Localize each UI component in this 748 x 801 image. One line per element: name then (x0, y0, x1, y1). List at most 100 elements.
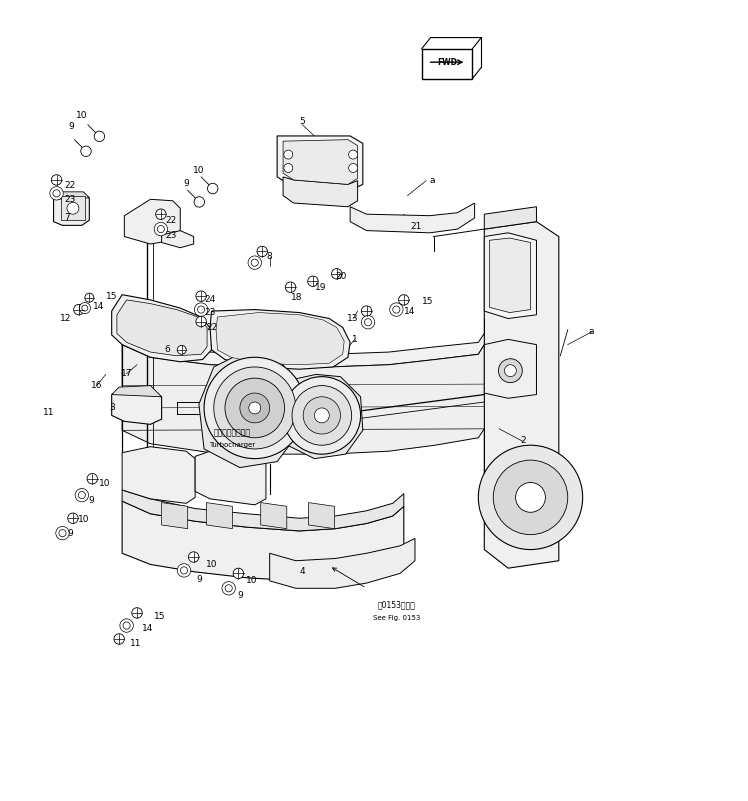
Polygon shape (210, 309, 350, 369)
Text: 9: 9 (183, 179, 189, 188)
Circle shape (283, 163, 292, 172)
Text: 7: 7 (64, 213, 70, 223)
Text: 19: 19 (315, 283, 326, 292)
Text: 18: 18 (291, 293, 302, 302)
Circle shape (225, 378, 284, 438)
Text: 10: 10 (246, 577, 257, 586)
Polygon shape (484, 340, 536, 398)
Circle shape (157, 226, 165, 232)
Text: 13: 13 (347, 314, 359, 323)
Polygon shape (111, 385, 162, 396)
Circle shape (188, 552, 199, 562)
Polygon shape (308, 502, 334, 529)
Text: 第0153図参照: 第0153図参照 (378, 600, 415, 610)
Circle shape (82, 305, 88, 311)
Circle shape (87, 473, 97, 484)
Circle shape (204, 357, 305, 459)
Circle shape (364, 319, 372, 326)
Circle shape (73, 304, 84, 315)
Circle shape (283, 376, 361, 454)
Circle shape (361, 306, 372, 316)
Circle shape (180, 567, 188, 574)
Circle shape (515, 482, 545, 513)
Polygon shape (484, 222, 559, 568)
Circle shape (154, 223, 168, 235)
Text: 16: 16 (91, 381, 102, 390)
Polygon shape (111, 389, 162, 425)
Circle shape (56, 526, 70, 540)
Text: 3: 3 (108, 404, 114, 413)
Text: 10: 10 (76, 111, 88, 119)
Circle shape (314, 408, 329, 423)
Circle shape (222, 582, 236, 595)
Circle shape (194, 197, 204, 207)
Text: 14: 14 (404, 307, 415, 316)
Polygon shape (278, 374, 363, 459)
Circle shape (67, 203, 79, 214)
Text: 24: 24 (204, 295, 215, 304)
Circle shape (233, 568, 244, 578)
Circle shape (478, 445, 583, 549)
Circle shape (194, 303, 208, 316)
Circle shape (240, 393, 270, 423)
Polygon shape (54, 193, 89, 225)
Polygon shape (122, 490, 404, 531)
Polygon shape (122, 447, 195, 503)
Polygon shape (261, 502, 286, 529)
Circle shape (493, 460, 568, 534)
Circle shape (114, 634, 124, 644)
Circle shape (292, 385, 352, 445)
Circle shape (207, 183, 218, 194)
Text: 15: 15 (153, 612, 165, 621)
Circle shape (177, 345, 186, 354)
Polygon shape (54, 191, 89, 199)
Text: 9: 9 (69, 122, 74, 131)
Circle shape (361, 316, 375, 329)
Circle shape (196, 291, 206, 301)
Circle shape (285, 282, 295, 292)
Text: 8: 8 (267, 252, 272, 261)
Polygon shape (117, 300, 207, 356)
Circle shape (257, 246, 268, 256)
Text: 12: 12 (60, 314, 71, 323)
Circle shape (50, 187, 64, 200)
Circle shape (156, 209, 166, 219)
Bar (422, 49, 473, 78)
Polygon shape (162, 231, 194, 248)
Circle shape (197, 306, 205, 313)
Text: 22: 22 (64, 181, 76, 191)
Circle shape (79, 492, 85, 499)
Polygon shape (283, 177, 358, 207)
Text: 23: 23 (165, 231, 177, 239)
Text: 14: 14 (142, 624, 153, 633)
Polygon shape (489, 238, 530, 312)
Text: 23: 23 (64, 195, 76, 203)
Circle shape (79, 303, 91, 314)
Text: 6: 6 (164, 345, 170, 354)
Text: 9: 9 (88, 496, 94, 505)
Text: 17: 17 (121, 369, 132, 378)
Text: See Fig. 0153: See Fig. 0153 (373, 615, 420, 621)
Text: 21: 21 (410, 223, 421, 231)
Text: 9: 9 (67, 529, 73, 537)
Circle shape (94, 131, 105, 142)
Text: 4: 4 (300, 567, 305, 577)
Text: 15: 15 (422, 297, 433, 306)
Circle shape (132, 608, 142, 618)
Circle shape (85, 293, 94, 302)
Circle shape (399, 295, 409, 305)
Circle shape (123, 622, 130, 629)
Polygon shape (122, 344, 484, 454)
Circle shape (120, 619, 133, 632)
Circle shape (68, 513, 78, 524)
Polygon shape (350, 203, 474, 233)
Circle shape (81, 146, 91, 156)
Polygon shape (270, 538, 415, 588)
Polygon shape (111, 295, 212, 362)
Text: FWD: FWD (437, 58, 457, 66)
Circle shape (75, 489, 88, 502)
Text: a: a (429, 176, 435, 185)
Circle shape (393, 306, 400, 313)
Polygon shape (216, 312, 344, 364)
Circle shape (349, 150, 358, 159)
